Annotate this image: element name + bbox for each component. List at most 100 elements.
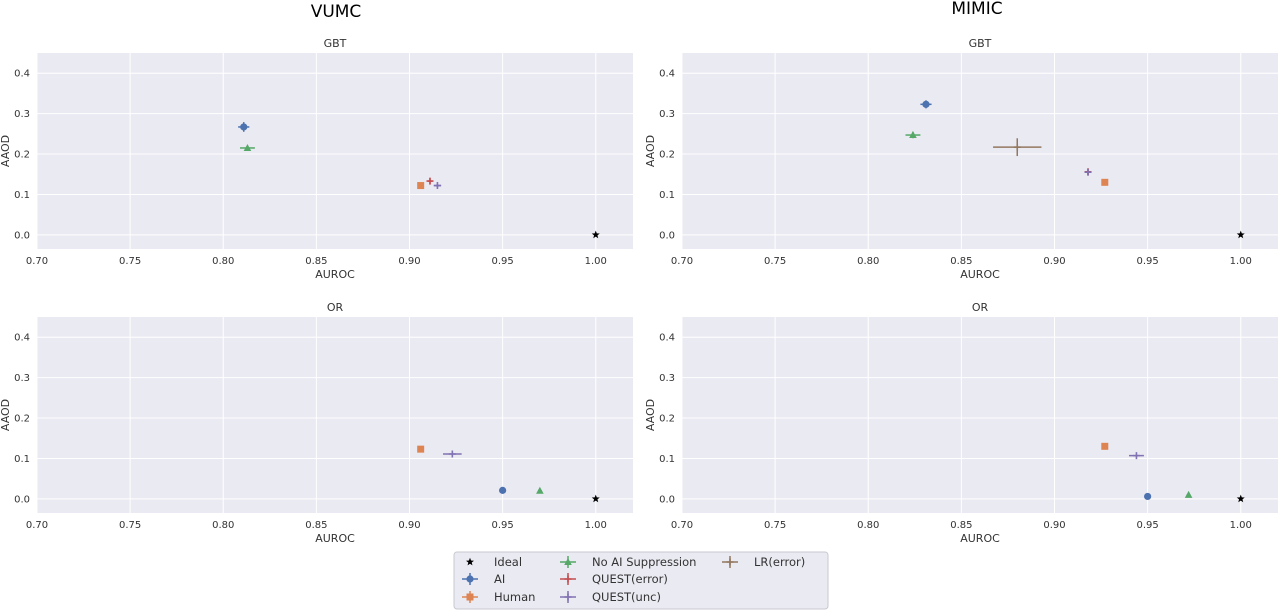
y-tick-label: 0.1 [14, 190, 30, 201]
data-point-human [1101, 442, 1109, 450]
data-point-ideal [591, 494, 600, 503]
legend-label: Ideal [494, 555, 522, 569]
x-axis-label: AUROC [315, 532, 355, 545]
x-tick-label: 0.75 [764, 256, 786, 267]
data-point-ideal [1236, 230, 1245, 239]
legend-item-lr-error: LR(error) [722, 555, 805, 569]
x-tick-label: 0.85 [305, 256, 327, 267]
legend-item-quest-unc: QUEST(unc) [560, 590, 661, 604]
plot-background [682, 317, 1278, 513]
x-tick-label: 0.80 [212, 256, 234, 267]
y-tick-label: 0.0 [659, 494, 675, 505]
y-tick-label: 0.2 [659, 414, 675, 425]
panel-vumc-gbt: 0.70 0.75 0.80 0.85 0.90 0.95 1.00 0.0 0.1 0.2 0.3… [0, 37, 633, 281]
marker-human [1101, 178, 1109, 186]
legend-marker-no-ai-suppression [564, 558, 572, 565]
marker-quest-unc [448, 450, 456, 458]
data-point-ai [920, 100, 932, 109]
y-axis-label: AAOD [644, 135, 657, 167]
x-tick-label: 0.75 [119, 520, 141, 531]
legend-marker-quest-unc [564, 593, 572, 601]
y-tick-label: 0.4 [659, 69, 675, 80]
x-tick-label: 0.95 [491, 520, 513, 531]
panel-vumc-or: 0.70 0.75 0.80 0.85 0.90 0.95 1.00 0.0 0.1 0.2 0.3… [0, 301, 633, 545]
y-tick-label: 0.4 [14, 333, 30, 344]
data-point-human [1101, 178, 1109, 186]
legend-label: QUEST(error) [592, 572, 668, 586]
marker-ai [922, 100, 930, 108]
data-point-quest-unc [443, 450, 462, 458]
x-axis-label: AUROC [960, 532, 1000, 545]
marker-human [417, 445, 425, 453]
x-tick-label: 0.80 [857, 256, 879, 267]
legend-marker-quest-error [564, 575, 572, 583]
data-point-quest-unc [433, 182, 442, 190]
y-axis-label: AAOD [0, 399, 12, 431]
y-tick-label: 0.3 [659, 373, 675, 384]
x-axis-label: AUROC [315, 268, 355, 281]
data-point-ideal [591, 230, 600, 239]
legend-marker-lr-error [726, 558, 734, 566]
marker-human [1101, 442, 1109, 450]
x-axis-label: AUROC [960, 268, 1000, 281]
x-tick-label: 0.75 [764, 520, 786, 531]
marker-ai [240, 123, 248, 131]
legend-label: AI [494, 572, 505, 586]
legend-marker-ai [466, 575, 474, 583]
y-tick-label: 0.0 [659, 230, 675, 241]
y-tick-label: 0.0 [14, 494, 30, 505]
data-point-human [417, 182, 425, 190]
x-tick-label: 0.90 [1043, 520, 1065, 531]
legend-item-ideal: Ideal [466, 555, 522, 569]
y-tick-label: 0.0 [14, 230, 30, 241]
x-tick-label: 0.75 [119, 256, 141, 267]
x-tick-label: 0.90 [1043, 256, 1065, 267]
x-tick-label: 0.95 [1136, 256, 1158, 267]
data-point-ai [1144, 492, 1152, 501]
panel-title: GBT [969, 37, 992, 50]
y-tick-label: 0.4 [14, 69, 30, 80]
x-tick-label: 0.85 [950, 256, 972, 267]
legend: Ideal AI Human No AI Suppression QUEST(error… [453, 551, 829, 610]
y-tick-label: 0.2 [659, 150, 675, 161]
legend-item-no-ai-suppression: No AI Suppression [560, 555, 696, 569]
x-tick-label: 0.80 [212, 520, 234, 531]
x-tick-label: 0.70 [671, 256, 693, 267]
marker-no-ai-suppression [536, 486, 544, 494]
marker-ideal [1236, 494, 1245, 503]
x-tick-label: 0.90 [398, 520, 420, 531]
column-title-mimic: MIMIC [951, 0, 1002, 19]
data-point-quest-error [426, 177, 434, 185]
marker-ai [499, 486, 507, 494]
y-tick-label: 0.3 [14, 109, 30, 120]
x-tick-label: 0.70 [26, 520, 48, 531]
legend-label: No AI Suppression [592, 555, 696, 569]
y-tick-label: 0.2 [14, 414, 30, 425]
marker-no-ai-suppression [909, 131, 917, 139]
plot-background [682, 53, 1278, 249]
x-tick-label: 0.85 [305, 520, 327, 531]
y-tick-label: 0.2 [14, 150, 30, 161]
data-point-ai [499, 486, 507, 494]
marker-ideal [591, 494, 600, 503]
x-tick-label: 0.80 [857, 520, 879, 531]
y-tick-label: 0.4 [659, 333, 675, 344]
marker-quest-unc [433, 182, 441, 190]
y-axis-label: AAOD [644, 399, 657, 431]
panel-title: OR [327, 301, 344, 314]
legend-label: QUEST(unc) [592, 590, 661, 604]
column-title-vumc: VUMC [311, 2, 362, 22]
x-tick-label: 0.95 [1136, 520, 1158, 531]
x-tick-label: 0.90 [398, 256, 420, 267]
marker-ideal [591, 230, 600, 239]
legend-marker-ideal [466, 557, 474, 566]
legend-box [453, 551, 829, 610]
panel-mimic-or: 0.70 0.75 0.80 0.85 0.90 0.95 1.00 0.0 0.1 0.2 0.3… [644, 301, 1278, 545]
data-point-no-ai-suppression [536, 486, 544, 494]
x-tick-label: 1.00 [1230, 256, 1252, 267]
data-point-ideal [1236, 494, 1245, 503]
data-point-ai [238, 122, 250, 132]
marker-quest-unc [1132, 452, 1140, 460]
y-axis-label: AAOD [0, 135, 12, 167]
